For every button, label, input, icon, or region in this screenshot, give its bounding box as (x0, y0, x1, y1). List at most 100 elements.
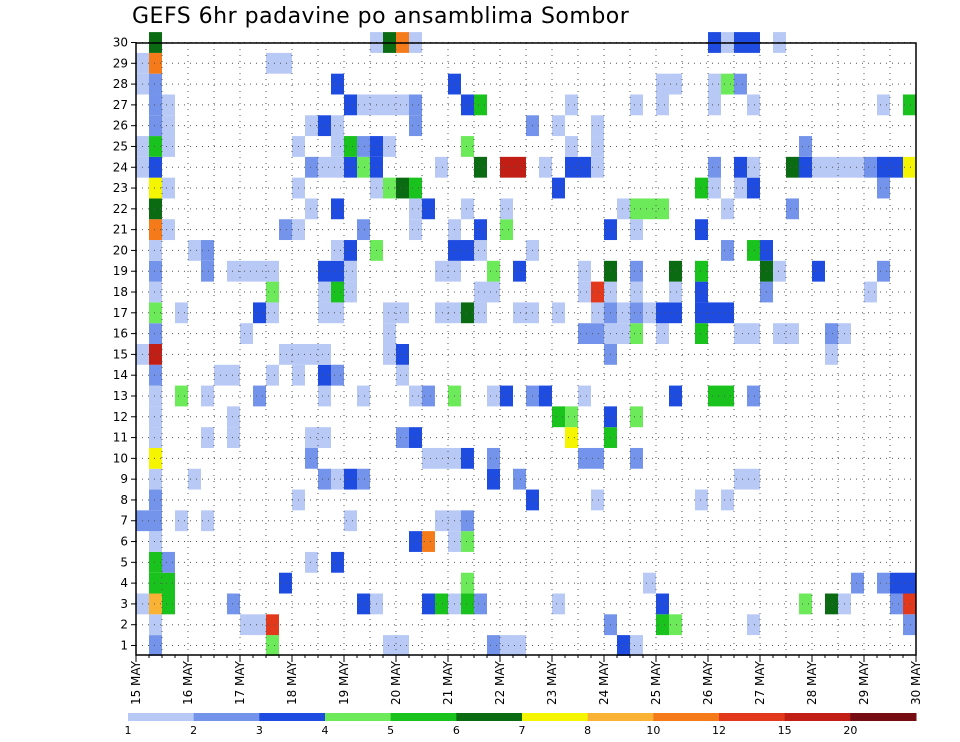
precip-cell (890, 156, 903, 178)
colorbar-label: 8 (584, 724, 591, 737)
precip-cell (331, 468, 344, 490)
x-tick-label: 27 MAY (753, 660, 767, 705)
precip-cell (552, 115, 565, 137)
precip-cell (747, 468, 760, 490)
precip-cell (383, 177, 396, 199)
colorbar-label: 7 (519, 724, 526, 737)
y-tick-label: 16 (113, 327, 128, 341)
precip-cell (318, 427, 331, 448)
precip-cell (149, 115, 162, 137)
precip-cell (149, 240, 162, 261)
precip-cell (630, 198, 643, 220)
precip-cell (149, 177, 162, 199)
precip-cell (773, 260, 786, 282)
precip-cell (422, 593, 435, 615)
precip-cell (162, 136, 175, 157)
y-tick-label: 27 (113, 98, 128, 112)
precip-cell (305, 551, 318, 573)
colorbar-label: 4 (322, 724, 329, 737)
precip-cell (656, 323, 669, 344)
precip-cell (513, 260, 526, 282)
precip-cell (474, 240, 487, 261)
precip-cell (357, 593, 370, 615)
y-axis: 1234567891011121314151617181920212223242… (113, 36, 136, 653)
precip-cell (266, 260, 279, 282)
precip-cell (383, 302, 396, 324)
colorbar-swatch (587, 713, 654, 721)
precip-cell (253, 614, 266, 636)
precip-cell (851, 572, 864, 594)
precip-cell (201, 385, 214, 407)
x-tick-label: 24 MAY (597, 660, 611, 705)
precip-cell (162, 572, 175, 594)
precip-cell (149, 531, 162, 552)
colorbar-label: 3 (256, 724, 263, 737)
precip-cell (253, 302, 266, 324)
precip-cell (149, 323, 162, 344)
x-tick-label: 25 MAY (649, 660, 663, 705)
precip-cell (422, 385, 435, 407)
precip-cell (422, 198, 435, 220)
precip-cell (721, 489, 734, 511)
precip-cell (318, 468, 331, 490)
precip-cell (461, 240, 474, 261)
precip-cell (357, 385, 370, 407)
precip-cell (149, 302, 162, 324)
precip-cell (266, 614, 279, 636)
precip-cell (656, 593, 669, 615)
precip-cell (708, 156, 721, 178)
y-tick-label: 8 (120, 493, 128, 507)
precip-cell (461, 198, 474, 220)
y-tick-label: 15 (113, 347, 128, 361)
precip-cell (461, 510, 474, 532)
precip-cell (734, 73, 747, 95)
precip-cell (487, 281, 500, 303)
precip-cell (409, 115, 422, 137)
precip-cell (890, 572, 903, 594)
precip-cell (474, 281, 487, 303)
precip-cell (227, 406, 240, 428)
precip-cell (149, 73, 162, 95)
precip-cell (591, 136, 604, 157)
colorbar-swatch (259, 713, 326, 721)
precip-cell (266, 281, 279, 303)
precip-cell (643, 572, 656, 594)
precip-cell (422, 447, 435, 469)
precip-cell (357, 94, 370, 116)
precip-cell (149, 447, 162, 469)
precip-cell (877, 572, 890, 594)
precip-cell (162, 593, 175, 615)
precip-cell (825, 344, 838, 365)
precip-cell (578, 447, 591, 469)
precip-cell (331, 156, 344, 178)
precip-cell (487, 260, 500, 282)
precip-cell (461, 136, 474, 157)
precip-cell (513, 302, 526, 324)
precip-cell (344, 136, 357, 157)
x-tick-label: 30 MAY (909, 660, 923, 705)
precip-cell (552, 593, 565, 615)
precip-cell (396, 427, 409, 448)
precip-cell (175, 385, 188, 407)
precip-cell (344, 510, 357, 532)
precip-cell (279, 344, 292, 365)
precip-cell (201, 510, 214, 532)
precip-cell (461, 572, 474, 594)
y-tick-label: 7 (120, 514, 128, 528)
precip-cell (149, 156, 162, 178)
precip-cell (409, 198, 422, 220)
precip-cell (149, 344, 162, 365)
precip-cell (383, 323, 396, 344)
precip-cell (357, 156, 370, 178)
precip-cell (331, 302, 344, 324)
precip-cell (318, 115, 331, 137)
precip-cell (409, 177, 422, 199)
precip-cell (565, 156, 578, 178)
precip-cell (149, 572, 162, 594)
precip-cell (721, 198, 734, 220)
precip-cell (500, 219, 513, 241)
precip-cell (331, 198, 344, 220)
precip-cell (630, 635, 643, 656)
precip-cell (721, 73, 734, 95)
precip-cell (422, 531, 435, 552)
